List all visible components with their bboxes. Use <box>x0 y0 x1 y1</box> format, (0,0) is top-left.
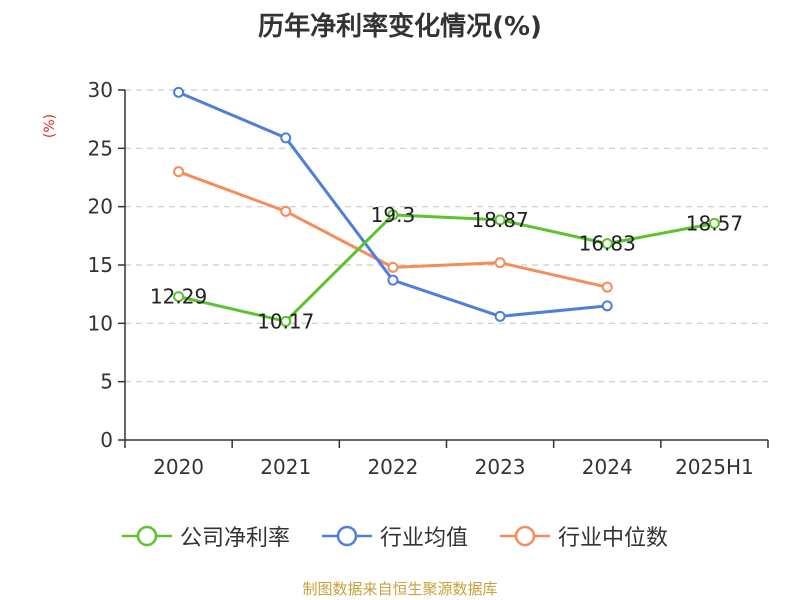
data-label: 18.57 <box>686 211 743 235</box>
data-point <box>280 205 292 217</box>
data-point <box>494 214 506 226</box>
x-tick-label: 2025H1 <box>675 455 754 479</box>
x-tick-label: 2022 <box>367 455 418 479</box>
source-note: 制图数据来自恒生聚源数据库 <box>302 580 498 598</box>
x-tick-label: 2020 <box>153 455 204 479</box>
y-tick-label: 10 <box>88 311 113 335</box>
data-point <box>494 257 506 269</box>
data-point <box>601 238 613 250</box>
data-point <box>387 261 399 273</box>
data-point <box>173 166 185 178</box>
x-tick-label: 2023 <box>475 455 526 479</box>
data-point <box>708 217 720 229</box>
y-tick-label: 0 <box>100 428 113 452</box>
legend-marker-blue-icon <box>322 525 372 547</box>
data-point <box>387 209 399 221</box>
data-point <box>280 315 292 327</box>
legend-label: 公司净利率 <box>180 526 291 551</box>
legend-label: 行业中位数 <box>558 526 669 551</box>
data-point <box>173 291 185 303</box>
y-tick-label: 15 <box>88 253 113 277</box>
x-tick-label: 2021 <box>260 455 311 479</box>
data-label: 12.29 <box>150 285 207 309</box>
data-point <box>280 132 292 144</box>
legend-label: 行业均值 <box>380 526 469 551</box>
legend-item-company-net-margin[interactable]: 公司净利率 <box>122 518 290 554</box>
data-label: 19.3 <box>371 203 416 227</box>
y-tick-label: 30 <box>88 78 113 102</box>
legend-item-industry-mean[interactable]: 行业均值 <box>322 518 468 554</box>
legend-marker-orange-icon <box>500 525 550 547</box>
data-label: 18.87 <box>471 208 528 232</box>
data-point <box>387 274 399 286</box>
y-tick-label: 5 <box>100 370 113 394</box>
y-axis-label: (%) <box>42 113 58 139</box>
chart-title: 历年净利率变化情况(%) <box>258 12 542 42</box>
legend: 公司净利率 行业均值 行业中位数 <box>0 518 800 554</box>
data-point <box>173 86 185 98</box>
data-label: 10.17 <box>257 309 314 333</box>
y-tick-label: 20 <box>88 195 113 219</box>
series-line <box>178 213 715 323</box>
data-label: 16.83 <box>579 232 636 256</box>
y-tick-label: 25 <box>88 136 113 160</box>
x-tick-label: 2024 <box>582 455 633 479</box>
legend-marker-green-icon <box>122 525 172 547</box>
legend-item-industry-median[interactable]: 行业中位数 <box>500 518 668 554</box>
data-point <box>601 281 613 293</box>
data-point <box>494 310 506 322</box>
data-point <box>601 300 613 312</box>
